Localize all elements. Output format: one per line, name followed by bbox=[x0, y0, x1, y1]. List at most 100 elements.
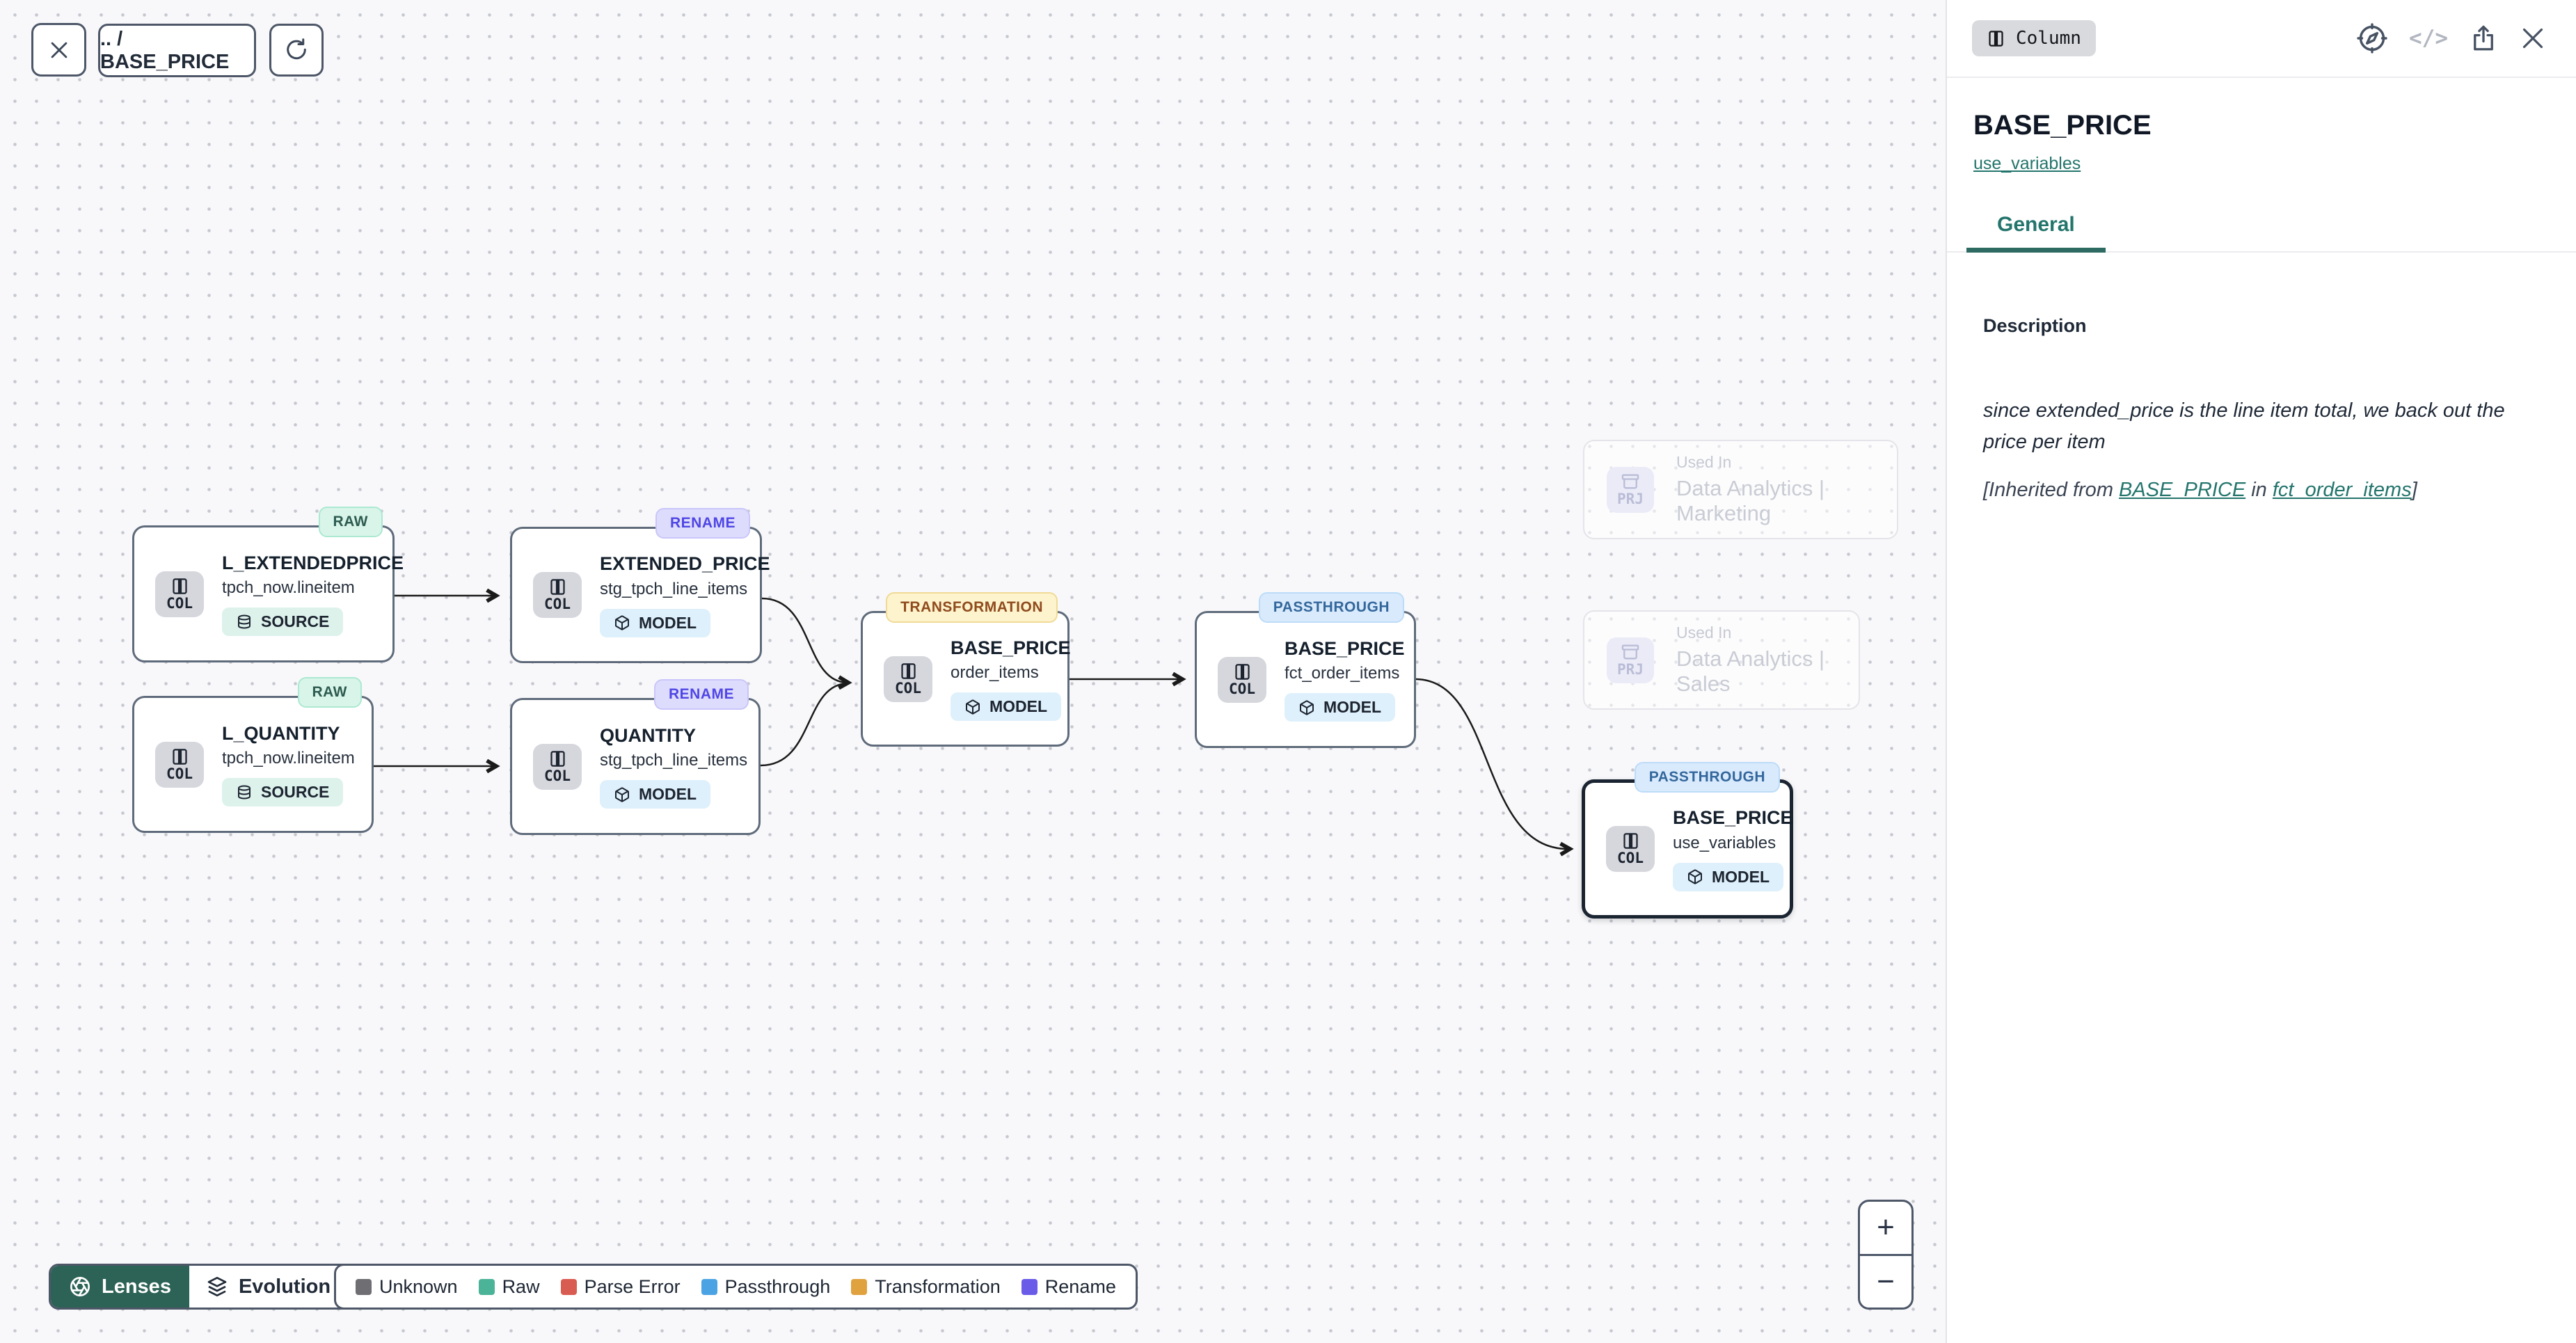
legend-swatch bbox=[560, 1278, 577, 1295]
project-icon-box: PRJ bbox=[1607, 637, 1654, 683]
archive-icon bbox=[1621, 474, 1639, 489]
node-title: L_EXTENDEDPRICE bbox=[222, 552, 404, 573]
column-icon-box: COL bbox=[533, 572, 582, 618]
node-quantity[interactable]: RENAME COL QUANTITY stg_tpch_line_items … bbox=[510, 679, 761, 835]
legend-swatch bbox=[701, 1278, 717, 1295]
column-icon-box: COL bbox=[884, 655, 932, 702]
archive-icon bbox=[1621, 644, 1639, 660]
node-subtitle: stg_tpch_line_items bbox=[600, 579, 748, 598]
legend-item: Transformation bbox=[851, 1276, 1001, 1298]
inherited-note: [Inherited from BASE_PRICE in fct_order_… bbox=[1983, 478, 2417, 501]
column-icon-box: COL bbox=[533, 743, 582, 790]
zoom-out-button[interactable]: − bbox=[1877, 1264, 1895, 1298]
status-badge: PASSTHROUGH bbox=[1258, 592, 1404, 623]
type-badge: SOURCE bbox=[222, 607, 344, 637]
legend-swatch bbox=[851, 1278, 868, 1295]
node-kind-label: COL bbox=[544, 767, 571, 784]
legend-item: Rename bbox=[1021, 1276, 1116, 1298]
type-badge: MODEL bbox=[600, 608, 711, 637]
columns-icon bbox=[172, 578, 187, 594]
used-in-card[interactable]: PRJ Used In Data Analytics | Sales bbox=[1583, 610, 1860, 710]
node-title: L_QUANTITY bbox=[222, 722, 340, 744]
node-subtitle: order_items bbox=[951, 663, 1039, 683]
share-icon bbox=[2474, 25, 2493, 51]
description-text: since extended_price is the line item to… bbox=[1983, 399, 2505, 453]
explore-lineage-button[interactable] bbox=[2356, 22, 2388, 54]
legend-swatch bbox=[478, 1278, 495, 1295]
node-subtitle: tpch_now.lineitem bbox=[222, 749, 355, 768]
node-kind-label: COL bbox=[895, 679, 921, 697]
status-badge: RAW bbox=[318, 507, 383, 537]
status-badge: RENAME bbox=[655, 508, 750, 539]
status-badge: RENAME bbox=[653, 679, 749, 710]
compass-icon bbox=[2357, 23, 2387, 54]
general-section: Description since extended_price is the … bbox=[1947, 315, 2576, 502]
node-title: BASE_PRICE bbox=[1285, 637, 1405, 659]
node-kind-label: COL bbox=[166, 594, 193, 612]
columns-icon bbox=[1623, 833, 1638, 850]
cube-icon bbox=[615, 615, 629, 630]
type-badge: SOURCE bbox=[222, 778, 344, 807]
node-base-price-fct-order-items[interactable]: PASSTHROUGH COL BASE_PRICE fct_order_ite… bbox=[1195, 592, 1416, 748]
close-lineage-button[interactable] bbox=[31, 23, 86, 77]
breadcrumb[interactable]: .. / BASE_PRICE bbox=[98, 24, 256, 77]
type-badge: MODEL bbox=[1285, 693, 1396, 722]
used-in-name: Data Analytics | Marketing bbox=[1676, 476, 1825, 525]
status-badge: TRANSFORMATION bbox=[886, 592, 1058, 623]
inherited-column-link[interactable]: BASE_PRICE bbox=[2119, 478, 2246, 501]
aperture-icon bbox=[70, 1277, 90, 1296]
legend-item: Unknown bbox=[356, 1276, 458, 1298]
view-code-button[interactable]: </> bbox=[2409, 26, 2448, 51]
columns-icon bbox=[900, 663, 916, 679]
close-icon bbox=[51, 42, 67, 58]
status-badge: RAW bbox=[297, 677, 362, 708]
cube-icon bbox=[1300, 700, 1314, 715]
node-subtitle: fct_order_items bbox=[1285, 664, 1400, 683]
layers-icon bbox=[207, 1277, 227, 1296]
used-in-card[interactable]: PRJ Used In Data Analytics | Marketing bbox=[1583, 440, 1898, 539]
project-kind-label: PRJ bbox=[1617, 491, 1644, 508]
detail-panel: Column </> BASE_PRICE use_variables Gene… bbox=[1946, 0, 2576, 1343]
used-in-label: Used In bbox=[1676, 453, 1732, 471]
type-badge: MODEL bbox=[600, 780, 711, 809]
legend-swatch bbox=[1021, 1278, 1037, 1295]
node-title: BASE_PRICE bbox=[1673, 807, 1793, 829]
tab-general[interactable]: General bbox=[1966, 213, 2106, 253]
inherited-model-link[interactable]: fct_order_items bbox=[2272, 478, 2412, 501]
node-kind-label: COL bbox=[544, 596, 571, 613]
column-icon-box: COL bbox=[155, 571, 204, 617]
database-icon bbox=[238, 785, 251, 800]
legend-item: Raw bbox=[478, 1276, 540, 1298]
type-badge: MODEL bbox=[1673, 862, 1784, 891]
zoom-in-button[interactable]: + bbox=[1860, 1202, 1911, 1256]
refresh-icon bbox=[287, 38, 306, 60]
share-button[interactable] bbox=[2469, 24, 2498, 53]
legend-item: Passthrough bbox=[701, 1276, 830, 1298]
lenses-button[interactable]: Lenses bbox=[51, 1266, 189, 1308]
panel-title: BASE_PRICE bbox=[1973, 110, 2152, 141]
node-subtitle: stg_tpch_line_items bbox=[600, 751, 748, 770]
model-link[interactable]: use_variables bbox=[1973, 154, 2081, 173]
legend-swatch bbox=[356, 1278, 372, 1295]
node-title: BASE_PRICE bbox=[951, 637, 1071, 658]
node-l-quantity[interactable]: RAW COL L_QUANTITY tpch_now.lineitem SOU… bbox=[132, 677, 374, 833]
node-base-price-order-items[interactable]: TRANSFORMATION COL BASE_PRICE order_item… bbox=[861, 592, 1071, 747]
node-l-extendedprice[interactable]: RAW COL L_EXTENDEDPRICE tpch_now.lineite… bbox=[132, 507, 404, 662]
node-extended-price[interactable]: RENAME COL EXTENDED_PRICE stg_tpch_line_… bbox=[510, 508, 770, 663]
node-base-price-use-variables[interactable]: PASSTHROUGH COL BASE_PRICE use_variables… bbox=[1582, 762, 1793, 919]
project-kind-label: PRJ bbox=[1617, 661, 1644, 678]
close-panel-button[interactable] bbox=[2519, 24, 2547, 52]
legend-item: Parse Error bbox=[560, 1276, 681, 1298]
refresh-button[interactable] bbox=[269, 24, 324, 77]
cube-icon bbox=[966, 699, 980, 715]
column-icon-box: COL bbox=[1606, 826, 1655, 872]
node-title: QUANTITY bbox=[600, 724, 696, 746]
zoom-control: + − bbox=[1858, 1200, 1914, 1310]
columns-icon bbox=[1234, 664, 1250, 680]
entity-type-badge: Column bbox=[1972, 20, 2096, 56]
node-kind-label: COL bbox=[1617, 850, 1644, 867]
cube-icon bbox=[1688, 869, 1702, 884]
node-kind-label: COL bbox=[166, 765, 193, 782]
database-icon bbox=[238, 614, 251, 629]
